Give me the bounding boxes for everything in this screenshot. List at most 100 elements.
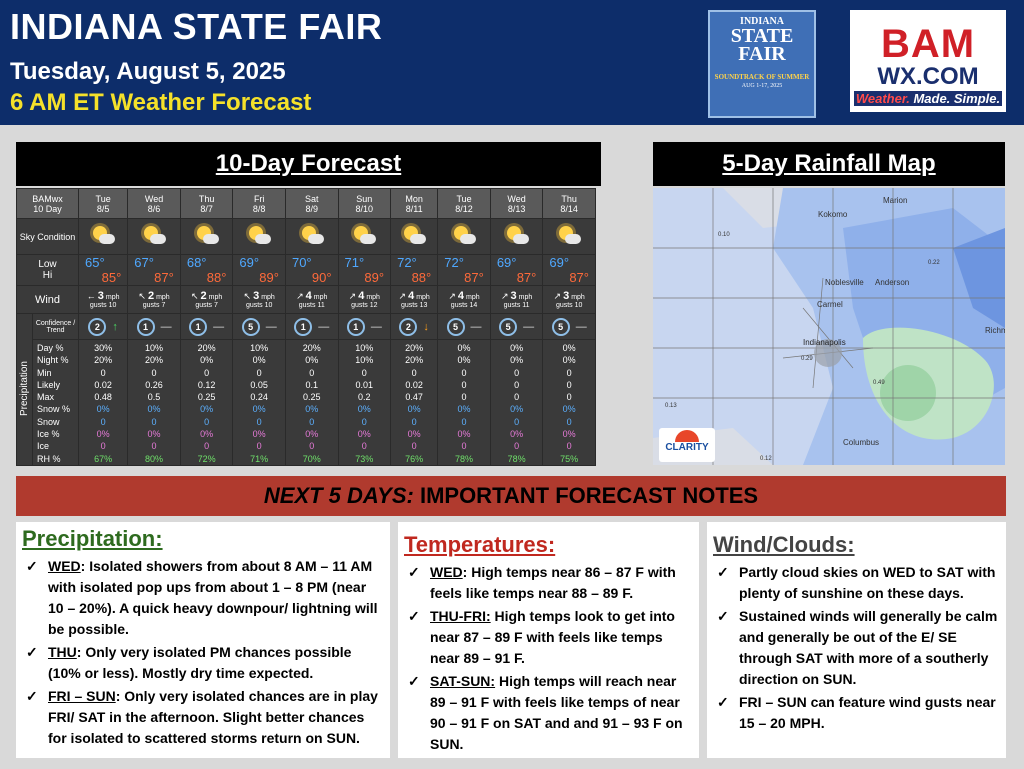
- precip-value: 0%: [407, 404, 421, 415]
- wind-unit: mph: [416, 294, 430, 301]
- precip-value: 0%: [562, 343, 576, 353]
- temp-cell: 69° 89°: [232, 254, 286, 286]
- sky-cell: [542, 218, 596, 255]
- precip-value: 20%: [302, 343, 321, 353]
- note-item: ✓ FRI – SUN can feature wind gusts near 1…: [713, 692, 1000, 734]
- temp-cell: 65° 85°: [77, 254, 129, 286]
- precip-value: 10%: [355, 343, 374, 353]
- note-item: ✓ WED: High temps near 86 – 87 F with fee…: [404, 562, 693, 604]
- precip-value: 0: [411, 367, 417, 378]
- precip-value: 0%: [252, 355, 266, 366]
- precip-value: 0: [514, 367, 520, 378]
- header-banner: INDIANA STATE FAIR Tuesday, August 5, 20…: [0, 0, 1024, 125]
- precip-label: Ice: [37, 441, 50, 452]
- wind-cell: ← 3 mph gusts 10: [77, 285, 129, 314]
- note-lead: WED: [430, 564, 463, 580]
- map-value-2: 0.22: [928, 260, 940, 266]
- precip-value: 0: [514, 392, 520, 403]
- wind-value: 3: [97, 290, 104, 302]
- low-temp: 71°: [344, 255, 365, 270]
- temp-cell: 72° 87°: [437, 254, 491, 286]
- day-date: 8/11: [405, 203, 423, 214]
- notes-banner: NEXT 5 DAYS: IMPORTANT FORECAST NOTES: [16, 476, 1006, 516]
- trend-icon: —: [575, 320, 587, 333]
- confidence-cell: 5—: [437, 313, 491, 340]
- confidence-ring: 5: [551, 317, 570, 336]
- trend-icon: —: [265, 320, 277, 333]
- note-item: ✓ SAT-SUN: High temps will reach near 89 …: [404, 671, 693, 755]
- day-date: 8/13: [507, 203, 526, 214]
- precip-value: 0: [514, 416, 520, 427]
- precip-value: 71%: [250, 453, 269, 464]
- precip-value: 20%: [94, 355, 113, 366]
- precip-value: 78%: [455, 453, 474, 464]
- note-item: ✓ Partly cloud skies on WED to SAT with p…: [713, 562, 1000, 604]
- day-date: 8/5: [96, 203, 110, 214]
- precip-value: 0: [256, 416, 262, 427]
- wind-gusts: gusts 10: [555, 302, 583, 309]
- sky-cell: [284, 218, 339, 255]
- day-header: Thu 8/7: [179, 188, 234, 219]
- precip-value: 0: [461, 367, 467, 378]
- wind-value: 3: [253, 290, 260, 302]
- confidence-ring: 1: [346, 317, 365, 336]
- precip-value: 0: [361, 441, 367, 452]
- precip-value: 0: [151, 367, 157, 378]
- wind-arrow-icon: ↖: [190, 291, 199, 301]
- precip-cell: 0% 0% 0 0 0 0% 0 0% 0 78%: [437, 339, 491, 466]
- wind-cell: ↗ 3 mph gusts 11: [489, 285, 544, 314]
- sky-cell: [179, 218, 234, 255]
- precip-value: 0%: [200, 404, 214, 415]
- low-temp: 69°: [496, 255, 517, 270]
- precip-value: 70%: [302, 453, 321, 464]
- note-text: : High temps near 86 – 87 F with feels l…: [430, 564, 676, 601]
- precip-cell: 30% 20% 0 0.02 0.48 0% 0 0% 0 67%: [77, 339, 129, 466]
- wind-arrow-icon: ↗: [348, 291, 357, 301]
- note-lead: THU: [48, 644, 77, 660]
- low-hi-label: Low Hi: [16, 254, 79, 286]
- wind-speed: ↗ 3 mph: [543, 290, 595, 302]
- wind-arrow-icon: ↗: [296, 291, 304, 301]
- note-text: : Isolated showers from about 8 AM – 11 …: [48, 558, 378, 637]
- confidence-ring: 5: [241, 317, 260, 336]
- precip-value: 78%: [507, 453, 526, 464]
- temperatures-heading: Temperatures:: [404, 532, 556, 557]
- note-item: ✓ Sustained winds will generally be calm …: [713, 606, 1000, 690]
- precip-label: Night %: [37, 355, 69, 366]
- precip-value: 0: [204, 367, 210, 378]
- day-date: 8/12: [455, 203, 473, 214]
- precip-value: 0: [256, 441, 262, 452]
- day-header: Wed 8/6: [127, 188, 181, 219]
- day-name: Wed: [507, 193, 526, 204]
- precip-value: 0: [151, 416, 157, 427]
- map-value-5: 0.13: [665, 403, 677, 409]
- wind-gusts: gusts 14: [450, 302, 478, 309]
- precip-value: 0%: [305, 404, 319, 415]
- temp-cell: 70° 90°: [284, 254, 339, 286]
- precip-value: 0%: [252, 404, 266, 415]
- precip-value: 0%: [510, 355, 524, 366]
- wind-unit: mph: [366, 294, 380, 301]
- wind-gusts: gusts 11: [298, 302, 325, 309]
- city-label-noblesville: Noblesville: [825, 278, 864, 287]
- precip-cell: 0% 0% 0 0 0 0% 0 0% 0 75%: [542, 339, 596, 466]
- temp-cell: 68° 88°: [179, 254, 234, 286]
- precip-value: 0%: [510, 343, 524, 353]
- low-temp: 69°: [239, 255, 260, 270]
- precip-value: 0: [204, 441, 210, 452]
- partly-sunny-icon: [299, 225, 325, 247]
- trend-icon: ↑: [112, 320, 118, 333]
- wind-speed: ↗ 3 mph: [491, 290, 543, 302]
- note-item: ✓ THU: Only very isolated PM chances poss…: [22, 642, 384, 684]
- day-name: Sat: [304, 193, 319, 204]
- wind-value: 4: [408, 290, 415, 302]
- wind-unit: mph: [261, 294, 275, 301]
- state-fair-logo: INDIANA STATE FAIR SOUNDTRACK OF SUMMER …: [708, 10, 816, 118]
- precip-value: 0.47: [405, 392, 423, 403]
- day-header: Fri 8/8: [232, 188, 286, 219]
- high-temp: 89°: [364, 270, 385, 285]
- note-text: : Only very isolated PM chances possible…: [48, 644, 352, 681]
- precip-value: 0: [514, 379, 520, 390]
- precip-label: Min: [37, 367, 52, 378]
- precip-value: 0: [309, 441, 315, 452]
